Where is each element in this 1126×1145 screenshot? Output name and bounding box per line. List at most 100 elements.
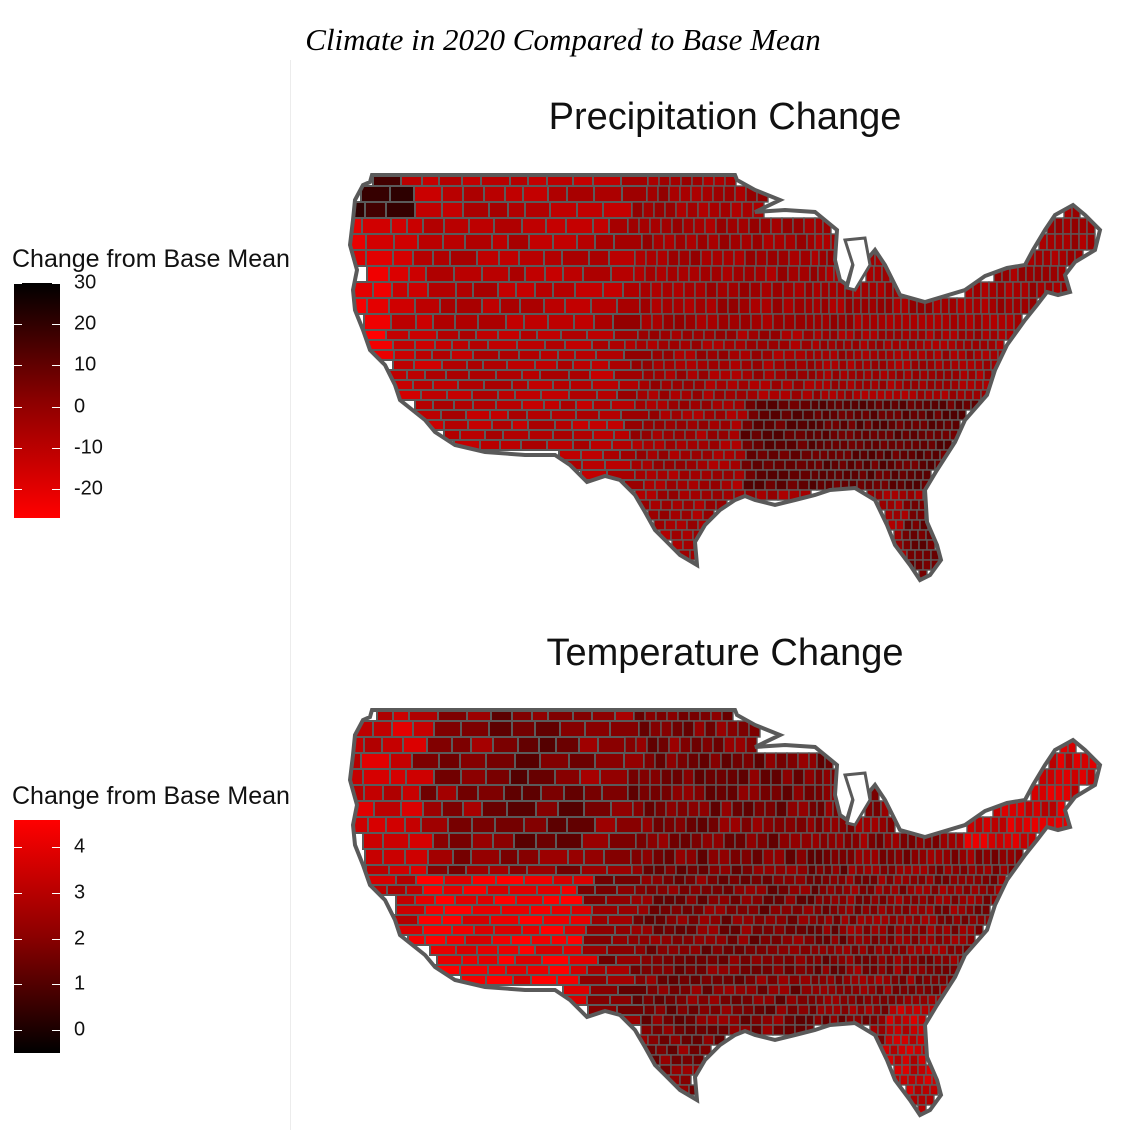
county-cell	[597, 954, 617, 966]
county-cell	[422, 800, 443, 818]
county-cell	[517, 848, 540, 866]
county-cell	[917, 329, 927, 341]
county-cell	[667, 249, 680, 267]
county-cell	[748, 217, 761, 235]
county-cell	[711, 489, 724, 501]
colorbar-tick	[14, 406, 22, 408]
county-cell	[728, 1014, 741, 1026]
county-cell	[447, 816, 473, 834]
county-cell	[949, 313, 959, 331]
county-cell	[885, 874, 895, 886]
county-cell	[770, 934, 783, 946]
county-cell	[609, 720, 640, 738]
county-cell	[776, 265, 789, 283]
county-cell	[1003, 832, 1013, 850]
county-cell	[580, 449, 604, 461]
county-cell	[392, 359, 415, 371]
county-cell	[699, 710, 712, 722]
county-cell	[729, 459, 742, 471]
county-cell	[569, 914, 592, 926]
county-cell	[699, 265, 712, 283]
county-cell	[799, 399, 812, 411]
county-cell	[376, 710, 394, 722]
county-cell	[933, 954, 943, 966]
county-cell	[872, 1004, 882, 1016]
county-cell	[1006, 848, 1016, 866]
county-cell	[917, 1094, 927, 1106]
county-cell	[641, 894, 654, 906]
county-cell	[594, 816, 617, 834]
county-cell	[885, 409, 895, 421]
county-cell	[965, 329, 975, 341]
county-cell	[608, 249, 636, 267]
county-cell	[668, 984, 681, 996]
county-cell	[850, 974, 860, 986]
county-cell	[701, 736, 714, 754]
county-cell	[949, 954, 959, 966]
county-cell	[940, 297, 950, 315]
county-cell	[640, 1024, 653, 1036]
county-cell	[406, 369, 426, 381]
county-cell	[996, 281, 1006, 299]
county-cell	[598, 409, 622, 421]
county-cell	[704, 784, 717, 802]
county-cell	[709, 914, 722, 926]
county-cell	[571, 419, 590, 431]
county-cell	[761, 313, 774, 331]
county-cell	[835, 339, 845, 351]
county-cell	[714, 409, 727, 421]
county-cell	[875, 339, 885, 351]
county-cell	[823, 864, 833, 876]
county-cell	[823, 419, 833, 431]
county-cell	[739, 1014, 752, 1026]
county-cell	[885, 1014, 895, 1026]
county-cell	[810, 884, 820, 896]
county-cell	[665, 914, 678, 926]
county-cell	[669, 175, 682, 187]
county-cell	[638, 720, 651, 738]
county-cell	[1050, 249, 1060, 267]
county-cell	[922, 399, 932, 411]
county-cell	[692, 409, 705, 421]
county-cell	[761, 349, 774, 361]
county-cell	[762, 924, 775, 936]
county-cell	[561, 249, 590, 267]
county-cell	[664, 201, 677, 219]
county-cell	[884, 297, 894, 315]
county-cell	[869, 409, 879, 421]
county-cell	[528, 233, 554, 251]
county-cell	[890, 489, 900, 501]
county-cell	[656, 974, 669, 986]
county-cell	[451, 339, 470, 351]
county-cell	[562, 984, 591, 996]
county-cell	[1062, 233, 1072, 251]
county-cell	[715, 784, 728, 802]
county-cell	[487, 964, 507, 976]
county-cell	[874, 884, 884, 896]
county-cell	[773, 924, 786, 936]
county-cell	[642, 439, 655, 451]
county-cell	[827, 339, 837, 351]
county-cell	[698, 752, 711, 770]
county-cell	[914, 559, 924, 571]
county-cell	[657, 984, 670, 996]
county-cell	[731, 914, 744, 926]
county-cell	[973, 313, 983, 331]
county-cell	[877, 1024, 887, 1036]
county-cell	[756, 449, 769, 461]
county-cell	[569, 964, 588, 976]
county-cell	[957, 409, 967, 421]
county-cell	[684, 874, 697, 886]
county-cell	[962, 399, 972, 411]
county-cell	[666, 1044, 679, 1056]
county-cell	[663, 894, 676, 906]
county-cell	[685, 924, 698, 936]
county-cell	[909, 954, 919, 966]
county-cell	[869, 874, 879, 886]
county-cell	[740, 848, 753, 866]
county-cell	[656, 944, 669, 956]
county-cell	[562, 944, 583, 956]
county-cell	[550, 934, 568, 946]
county-cell	[906, 489, 916, 501]
county-cell	[855, 439, 865, 451]
